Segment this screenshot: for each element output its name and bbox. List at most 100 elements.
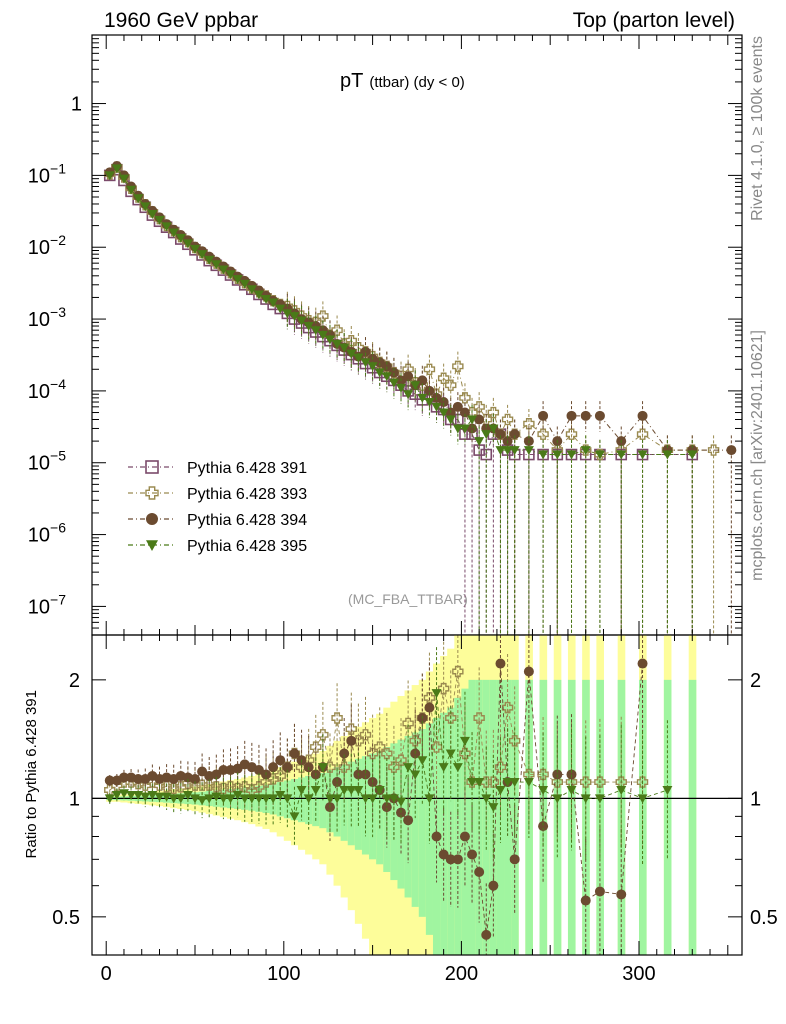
data-point — [488, 424, 499, 434]
data-point — [175, 794, 186, 804]
data-point — [410, 770, 421, 780]
data-point — [424, 398, 435, 408]
data-point — [431, 689, 442, 699]
data-point — [452, 763, 463, 773]
data-point — [296, 316, 307, 326]
data-point — [331, 324, 343, 336]
data-point — [552, 794, 563, 804]
data-point — [339, 343, 350, 353]
data-point — [552, 769, 563, 780]
data-point — [403, 371, 414, 382]
data-point — [190, 244, 201, 254]
x-tick-label: 200 — [445, 963, 478, 985]
data-point — [246, 794, 257, 804]
data-point — [261, 794, 272, 804]
data-point — [523, 666, 534, 677]
data-point — [616, 889, 627, 900]
data-point — [552, 450, 563, 460]
data-point — [487, 406, 500, 419]
data-point — [310, 326, 321, 336]
data-point — [332, 777, 343, 788]
y-tick-label: 10−3 — [28, 304, 66, 331]
data-point — [452, 665, 464, 678]
data-point — [296, 786, 307, 796]
data-point — [488, 803, 499, 813]
data-point — [275, 755, 286, 766]
data-point — [495, 786, 506, 796]
data-point — [452, 360, 464, 373]
data-point — [140, 792, 151, 802]
data-point — [431, 402, 442, 412]
series-line — [109, 671, 643, 791]
y-tick-label-right: 1 — [750, 788, 761, 810]
data-point — [424, 385, 435, 396]
data-point — [353, 353, 364, 363]
data-point — [346, 786, 357, 796]
data-point — [423, 692, 436, 704]
data-point — [218, 265, 229, 275]
mcplots-label: mcplots.cern.ch [arXiv:2401.10621] — [749, 330, 766, 581]
data-point — [459, 736, 470, 746]
legend-label: Pythia 6.428 395 — [187, 538, 307, 555]
band-green — [504, 679, 512, 955]
data-point — [566, 786, 577, 796]
data-point — [346, 349, 357, 359]
y-tick-label: 10−4 — [28, 376, 66, 403]
data-point — [295, 761, 308, 773]
data-point — [346, 735, 357, 746]
data-point — [467, 415, 478, 425]
data-point — [538, 821, 549, 832]
data-point — [523, 446, 534, 456]
data-point — [481, 929, 492, 940]
data-point — [494, 761, 507, 773]
data-point — [594, 794, 605, 804]
data-point — [726, 445, 737, 456]
data-point — [459, 407, 470, 418]
series-line — [109, 165, 732, 451]
data-point — [616, 450, 627, 460]
series-line — [109, 168, 693, 456]
data-point — [324, 794, 335, 804]
header-left: 1960 GeV ppbar — [104, 9, 258, 32]
y-tick-label: 10−5 — [28, 448, 66, 475]
data-point — [203, 779, 215, 791]
data-point — [662, 450, 673, 460]
data-point — [118, 772, 129, 783]
data-point — [225, 270, 236, 280]
data-point — [445, 415, 456, 425]
data-point — [133, 773, 144, 784]
data-point — [367, 794, 378, 804]
data-point — [396, 797, 407, 807]
data-point — [452, 401, 463, 412]
data-point — [204, 794, 215, 804]
data-point — [239, 794, 250, 804]
data-point — [637, 794, 648, 804]
data-point — [140, 202, 151, 212]
data-point — [445, 854, 456, 865]
data-point — [197, 250, 208, 260]
data-point — [636, 428, 649, 440]
data-point — [388, 761, 400, 773]
data-point — [438, 408, 449, 418]
data-point — [345, 723, 357, 735]
data-point — [402, 717, 414, 730]
data-point — [523, 417, 535, 430]
x-tick-label: 100 — [267, 963, 300, 985]
y-tick-label-right: 2 — [750, 670, 761, 692]
data-point — [566, 410, 577, 421]
y-tick-label: 10−2 — [28, 232, 66, 259]
legend-entry: Pythia 6.428 394 — [128, 512, 307, 529]
y-tick-label: 1 — [69, 788, 80, 810]
data-point — [310, 786, 321, 796]
data-point — [580, 776, 592, 788]
data-point — [459, 392, 471, 404]
data-point — [232, 275, 243, 285]
data-point — [637, 410, 648, 421]
data-point — [282, 794, 293, 804]
data-point — [339, 786, 350, 796]
data-point — [261, 295, 272, 305]
data-point — [359, 729, 372, 741]
data-point — [396, 383, 407, 393]
data-point — [488, 880, 499, 891]
data-point — [253, 794, 264, 804]
